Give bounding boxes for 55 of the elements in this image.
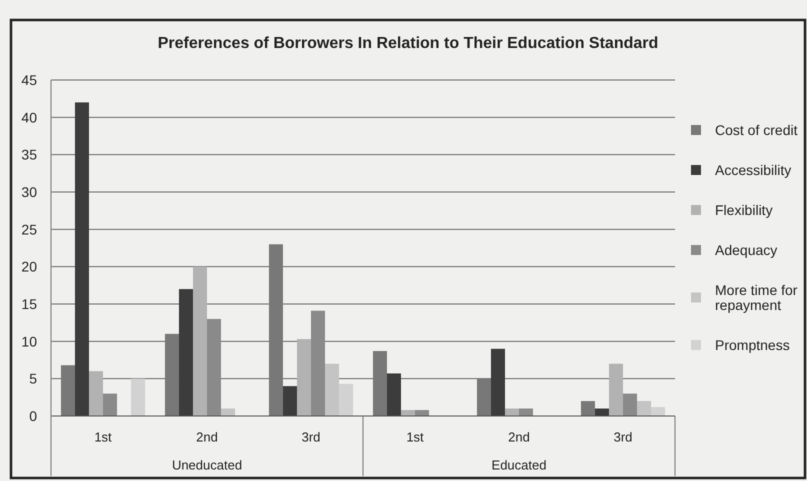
bar: [282, 386, 297, 416]
bar: [476, 378, 491, 416]
bar: [637, 401, 652, 416]
bar: [651, 407, 666, 416]
bar: [490, 348, 505, 416]
bar: [103, 394, 118, 416]
bar: [131, 378, 146, 416]
bar: [311, 310, 326, 416]
x-tick-label: 3rd: [302, 430, 320, 444]
text: Educated: [492, 458, 546, 472]
bar: [325, 364, 340, 416]
bar: [415, 410, 430, 416]
y-tick-label: 15: [21, 296, 38, 312]
legend-label: Flexibility: [715, 202, 773, 218]
legend-label: Promptness: [715, 337, 790, 353]
bar: [74, 102, 89, 416]
legend-label: More time for repayment: [715, 282, 798, 313]
legend-label: Accessibility: [715, 162, 792, 178]
bar: [268, 244, 283, 416]
y-tick-label: 10: [21, 333, 38, 350]
x-tick-label: 1st: [94, 430, 112, 444]
bar: [88, 371, 103, 416]
bar: [164, 334, 179, 416]
bar: [386, 373, 401, 416]
legend-label: Cost of credit: [715, 122, 798, 138]
bar: [623, 394, 638, 416]
y-tick-label: 45: [21, 72, 38, 88]
bar: [580, 401, 595, 416]
bar: [221, 408, 236, 416]
text: Uneducated: [172, 458, 242, 472]
bar: [519, 408, 534, 416]
x-tick-label: 2nd: [196, 430, 218, 444]
bar: [339, 384, 354, 416]
bar: [60, 365, 75, 416]
bar: [372, 351, 387, 416]
y-tick-label: 30: [21, 184, 38, 200]
bar: [608, 364, 623, 416]
x-tick-label: 2nd: [508, 430, 530, 444]
y-tick-label: 0: [29, 408, 38, 424]
chart-title: Preferences of Borrowers In Relation to Their Education Standard: [158, 35, 658, 52]
y-tick-label: 35: [21, 146, 38, 163]
x-tick-label: 3rd: [614, 430, 632, 444]
bar: [594, 408, 609, 416]
x-tick-label: 1st: [406, 430, 424, 444]
bar: [192, 266, 207, 416]
y-tick-label: 25: [21, 221, 38, 238]
y-tick-label: 40: [21, 109, 38, 126]
bar: [207, 318, 222, 416]
y-tick-label: 5: [29, 370, 38, 387]
bar: [504, 408, 519, 416]
bar: [178, 289, 193, 416]
y-tick-label: 20: [21, 258, 38, 275]
legend-label: Adequacy: [715, 242, 778, 258]
bar: [400, 410, 415, 416]
bar: [296, 339, 311, 416]
